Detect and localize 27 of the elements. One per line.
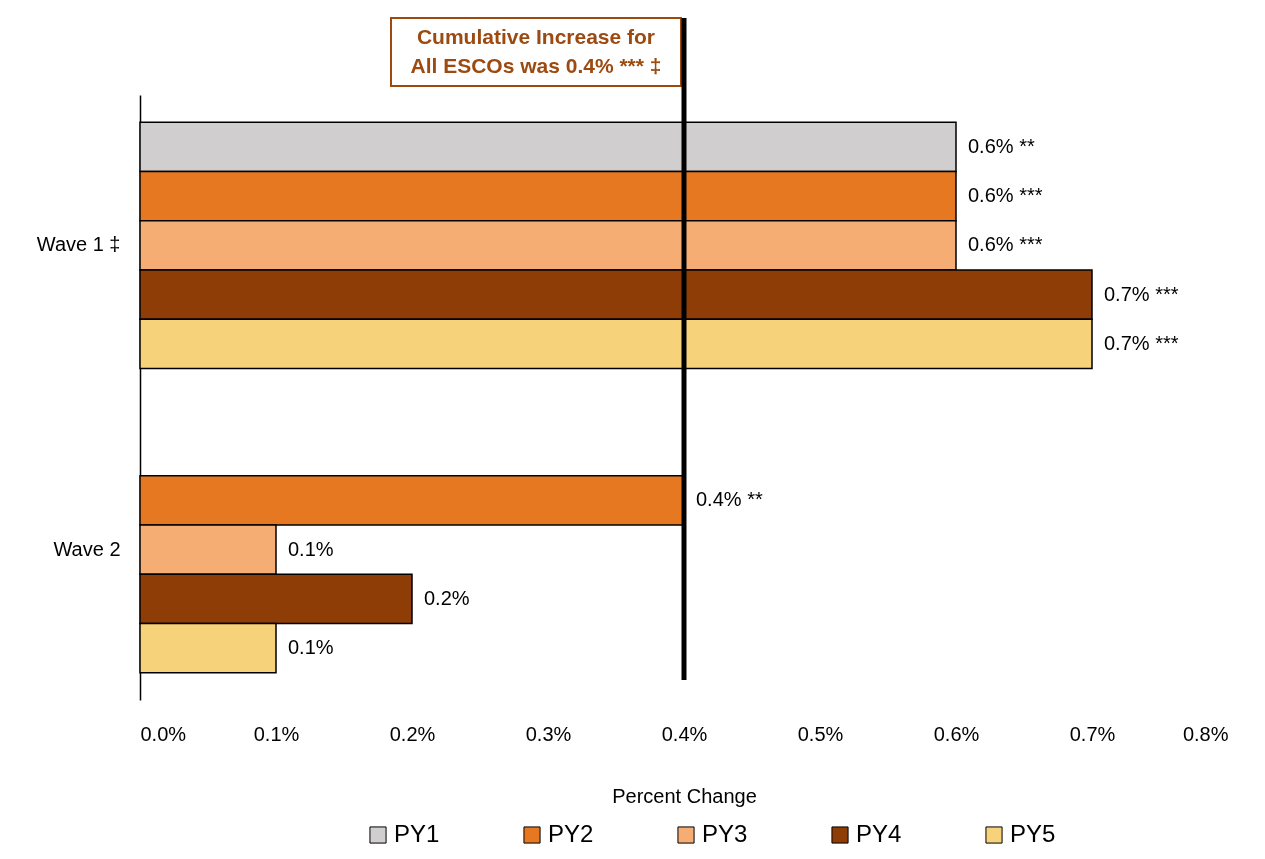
x-tick-label: 0.4% (661, 722, 708, 745)
x-tick-label: 0.5% (797, 722, 844, 745)
x-axis-title: Percent Change (612, 784, 757, 807)
x-tick-label: 0.6% (933, 722, 980, 745)
data-label: 0.1% (288, 537, 334, 560)
legend-label: PY2 (548, 820, 594, 847)
x-tick-label: 0.7% (1069, 722, 1116, 745)
y-tick-label: Wave 1 ‡ (36, 233, 121, 256)
data-label: 0.4% ** (696, 488, 763, 511)
y-tick-label: Wave 2 (53, 537, 121, 560)
legend-label: PY1 (394, 820, 440, 847)
data-label: 0.7% *** (1104, 331, 1179, 354)
legend-label: PY4 (856, 820, 902, 847)
x-tick-label: 0.0% (140, 722, 187, 745)
data-label: 0.6% *** (968, 233, 1043, 256)
legend-label: PY3 (702, 820, 748, 847)
legend-label: PY5 (1010, 820, 1056, 847)
x-tick-label: 0.1% (253, 722, 300, 745)
ref-line-label: Cumulative Increase for All ESCOs was 0.4% *** ‡ (410, 24, 662, 77)
data-label: 0.6% *** (968, 184, 1043, 207)
x-tick-label: 0.3% (525, 722, 572, 745)
data-label: 0.6% ** (968, 134, 1035, 157)
x-tick-label: 0.2% (389, 722, 436, 745)
data-label: 0.2% (424, 586, 470, 609)
x-tick-label: 0.8% (1182, 722, 1229, 745)
data-label: 0.1% (288, 636, 334, 659)
data-label: 0.7% *** (1104, 282, 1179, 305)
